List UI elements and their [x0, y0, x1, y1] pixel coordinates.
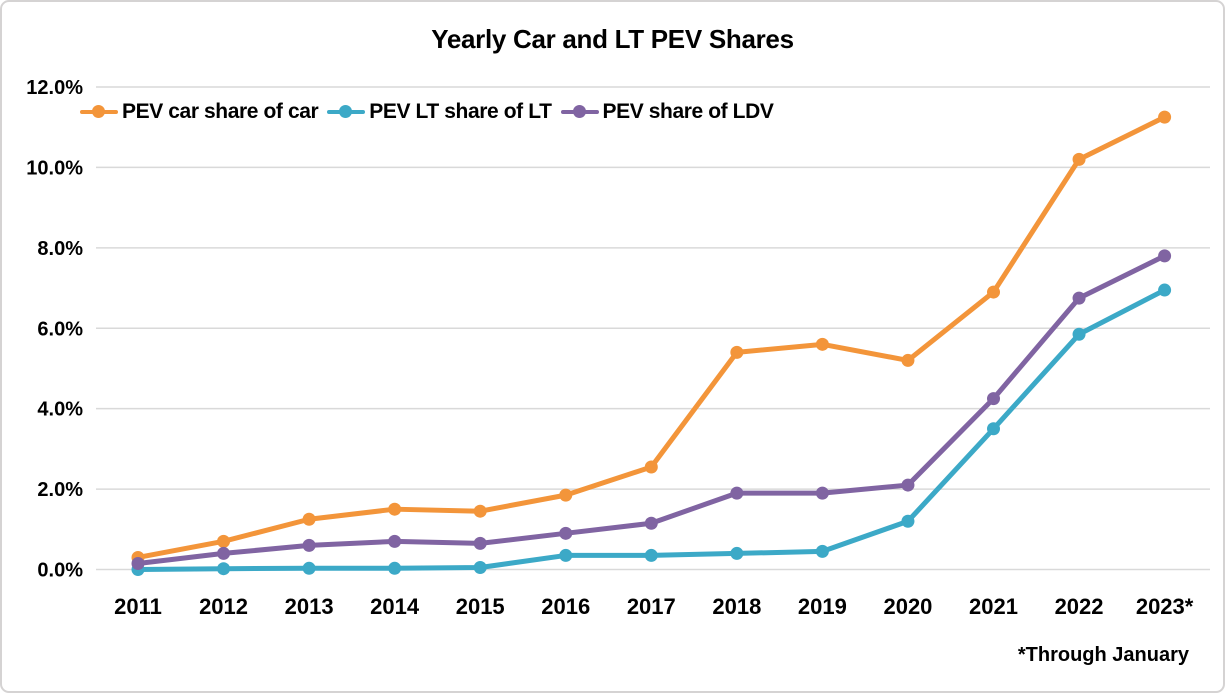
data-point-pev-lt-share-of-lt	[302, 561, 316, 575]
data-point-pev-share-of-ldv	[217, 546, 231, 560]
data-point-pev-lt-share-of-lt	[901, 514, 915, 528]
data-point-pev-lt-share-of-lt	[388, 561, 402, 575]
legend-item-pev-share-of-ldv: PEV share of LDV	[560, 100, 774, 124]
data-point-pev-car-share-of-car	[1158, 110, 1172, 124]
data-point-pev-share-of-ldv	[901, 478, 915, 492]
y-axis-tick-label: 12.0%	[26, 77, 83, 99]
x-axis-tick-label: 2022	[1055, 594, 1104, 619]
y-axis-tick-label: 10.0%	[26, 157, 83, 179]
x-axis-tick-label: 2020	[883, 594, 932, 619]
data-point-pev-share-of-ldv	[473, 536, 487, 550]
data-point-pev-lt-share-of-lt	[815, 544, 829, 558]
data-point-pev-car-share-of-car	[217, 534, 231, 548]
data-point-pev-car-share-of-car	[302, 512, 316, 526]
data-point-pev-share-of-ldv	[388, 534, 402, 548]
y-axis-tick-label: 6.0%	[37, 318, 83, 340]
legend-item-pev-car-share-of-car: PEV car share of car	[80, 100, 319, 124]
legend-line-dot-icon	[80, 105, 118, 119]
chart-title: Yearly Car and LT PEV Shares	[431, 24, 794, 54]
y-axis-tick-label: 8.0%	[37, 238, 83, 260]
data-point-pev-lt-share-of-lt	[644, 548, 658, 562]
legend-label-pev-car-share-of-car: PEV car share of car	[122, 100, 319, 123]
data-point-pev-car-share-of-car	[901, 353, 915, 367]
y-axis-tick-label: 4.0%	[37, 399, 83, 421]
legend-label-pev-lt-share-of-lt: PEV LT share of LT	[369, 100, 552, 123]
legend-line-dot-icon	[327, 105, 366, 119]
data-point-pev-share-of-ldv	[559, 526, 573, 540]
x-axis-tick-label: 2016	[541, 594, 590, 619]
data-point-pev-share-of-ldv	[644, 516, 658, 530]
data-point-pev-car-share-of-car	[1072, 152, 1086, 166]
x-axis-tick-label: 2018	[712, 594, 761, 619]
chart-footnote: *Through January	[1017, 644, 1189, 666]
data-point-pev-car-share-of-car	[815, 337, 829, 351]
data-point-pev-share-of-ldv	[302, 538, 316, 552]
data-point-pev-car-share-of-car	[730, 345, 744, 359]
x-axis-tick-label: 2019	[798, 594, 847, 619]
data-point-pev-lt-share-of-lt	[1158, 283, 1172, 297]
legend-item-pev-lt-share-of-lt: PEV LT share of LT	[327, 100, 552, 124]
legend-label-pev-share-of-ldv: PEV share of LDV	[602, 100, 774, 123]
data-point-pev-car-share-of-car	[388, 502, 402, 516]
chart-legend: PEV car share of car PEV LT share of LT PE…	[80, 97, 774, 127]
x-axis-tick-label: 2023*	[1136, 594, 1194, 619]
data-point-pev-car-share-of-car	[559, 488, 573, 502]
data-point-pev-lt-share-of-lt	[1072, 327, 1086, 341]
data-point-pev-share-of-ldv	[1158, 249, 1172, 263]
data-point-pev-share-of-ldv	[1072, 291, 1086, 305]
y-axis-tick-label: 0.0%	[37, 560, 83, 582]
data-point-pev-lt-share-of-lt	[217, 562, 231, 576]
x-axis-tick-label: 2014	[370, 594, 420, 619]
y-axis-tick-label: 2.0%	[37, 479, 83, 501]
data-point-pev-car-share-of-car	[987, 285, 1000, 299]
data-point-pev-lt-share-of-lt	[559, 548, 573, 562]
data-point-pev-share-of-ldv	[730, 486, 744, 500]
x-axis-tick-label: 2013	[285, 594, 334, 619]
data-point-pev-lt-share-of-lt	[987, 422, 1000, 436]
data-point-pev-share-of-ldv	[815, 486, 829, 500]
x-axis-tick-label: 2015	[456, 594, 505, 619]
data-point-pev-share-of-ldv	[987, 392, 1000, 406]
series-line-pev-car-share-of-car	[135, 114, 1168, 560]
x-axis-tick-label: 2012	[199, 594, 248, 619]
data-point-pev-share-of-ldv	[131, 556, 145, 570]
data-point-pev-car-share-of-car	[644, 460, 658, 474]
data-point-pev-lt-share-of-lt	[730, 546, 744, 560]
data-point-pev-car-share-of-car	[473, 504, 487, 518]
x-axis-tick-label: 2017	[627, 594, 676, 619]
data-point-pev-lt-share-of-lt	[473, 560, 487, 574]
legend-line-dot-icon	[560, 105, 599, 119]
x-axis-tick-label: 2021	[969, 594, 1018, 619]
x-axis-tick-label: 2011	[114, 594, 162, 619]
